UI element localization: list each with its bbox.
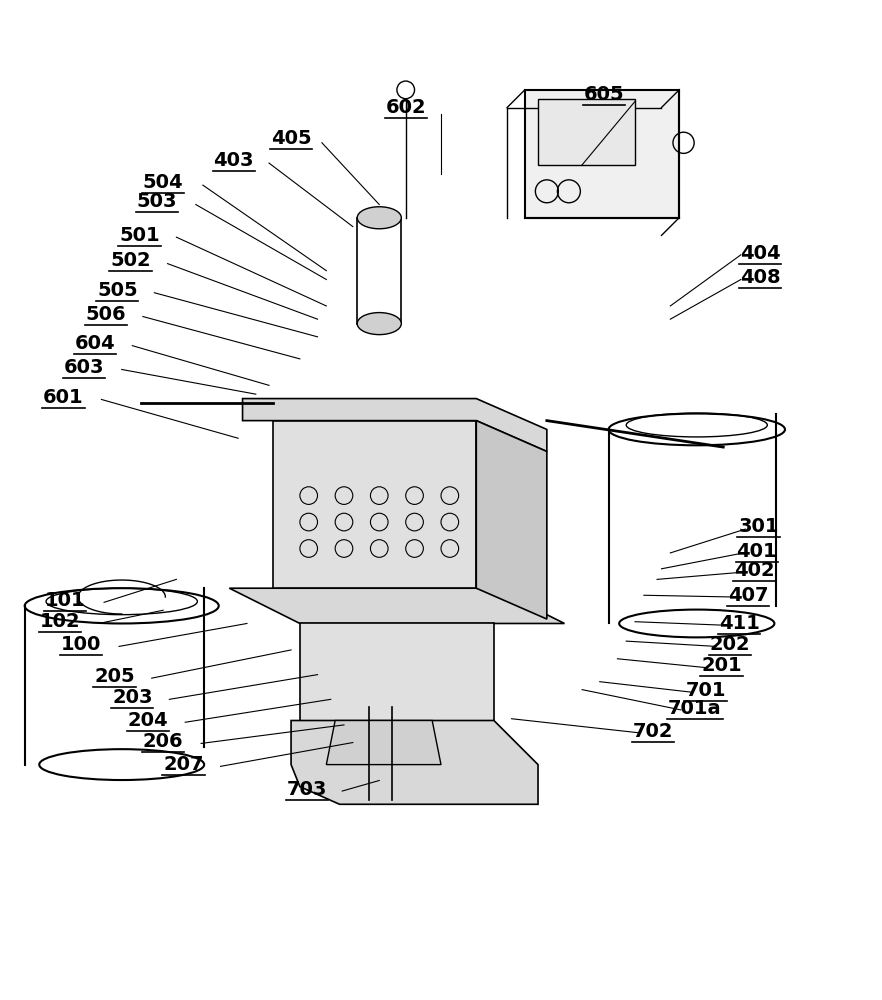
Text: 205: 205	[94, 667, 135, 686]
Text: 100: 100	[61, 635, 101, 654]
Text: 301: 301	[738, 517, 779, 536]
Text: 102: 102	[40, 612, 80, 631]
Text: 408: 408	[740, 268, 781, 287]
Text: 101: 101	[45, 591, 86, 610]
Text: 506: 506	[86, 305, 126, 324]
Text: 604: 604	[75, 334, 116, 353]
Text: 404: 404	[740, 244, 781, 263]
FancyBboxPatch shape	[538, 99, 635, 165]
Ellipse shape	[357, 207, 401, 229]
Text: 203: 203	[112, 688, 153, 707]
Text: 207: 207	[163, 755, 204, 774]
Text: 402: 402	[734, 561, 774, 580]
Polygon shape	[476, 421, 547, 619]
Text: 702: 702	[632, 722, 673, 741]
Text: 601: 601	[43, 388, 84, 407]
Text: 202: 202	[710, 635, 751, 654]
Polygon shape	[229, 588, 564, 623]
Text: 504: 504	[143, 173, 183, 192]
Text: 501: 501	[119, 226, 160, 245]
Polygon shape	[273, 421, 476, 588]
Ellipse shape	[357, 313, 401, 335]
Polygon shape	[326, 720, 441, 765]
Text: 407: 407	[728, 586, 768, 605]
Text: 605: 605	[584, 85, 624, 104]
Text: 505: 505	[97, 281, 138, 300]
Text: 201: 201	[701, 656, 742, 675]
Text: 411: 411	[719, 614, 759, 633]
Text: 603: 603	[64, 358, 104, 377]
Text: 204: 204	[128, 711, 168, 730]
Text: 206: 206	[143, 732, 183, 751]
Circle shape	[397, 81, 415, 99]
Text: 405: 405	[271, 129, 311, 148]
Text: 403: 403	[213, 151, 254, 170]
FancyBboxPatch shape	[525, 90, 679, 218]
Text: 703: 703	[287, 780, 327, 799]
Text: 401: 401	[736, 542, 777, 561]
Text: 701: 701	[685, 681, 726, 700]
Text: 602: 602	[385, 98, 426, 117]
Text: 502: 502	[110, 251, 151, 270]
Polygon shape	[243, 399, 547, 451]
Polygon shape	[300, 623, 494, 720]
Polygon shape	[291, 720, 538, 804]
Text: 503: 503	[137, 192, 177, 211]
Text: 701a: 701a	[669, 699, 721, 718]
